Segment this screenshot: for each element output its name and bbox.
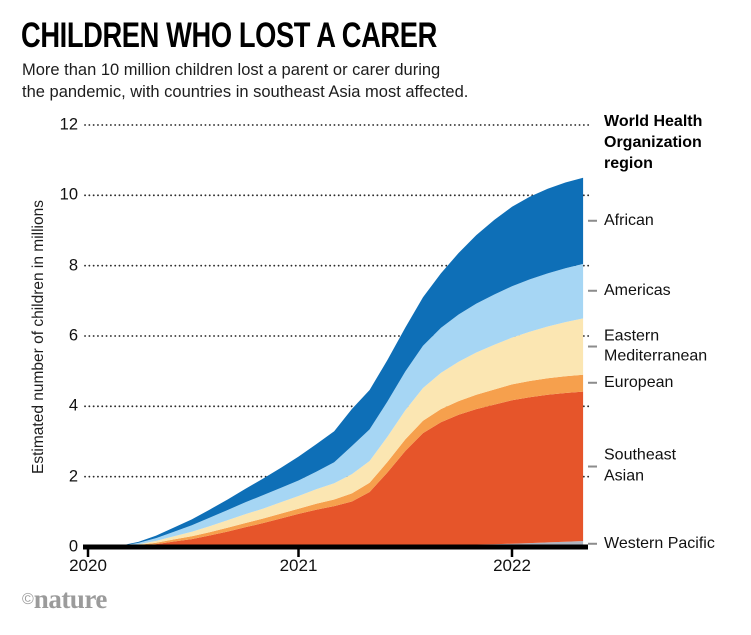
legend-dash-icon: [588, 465, 597, 468]
legend-title: World Health Organization region: [604, 113, 703, 172]
legend-label: Western Pacific: [604, 534, 715, 552]
y-tick-label-4: 4: [68, 396, 78, 415]
area-european: [85, 374, 584, 547]
legend-item-western-pacific: Western Pacific: [588, 534, 715, 554]
chart-subtitle: More than 10 million children lost a par…: [22, 61, 469, 101]
y-tick-label-2: 2: [68, 467, 78, 486]
legend-label: Americas: [604, 281, 671, 299]
legend-item-eastern-mediterranean: Eastern Mediterranean: [588, 326, 707, 367]
area-african: [85, 177, 584, 547]
legend-dash-icon: [588, 219, 597, 222]
nature-logo: ©nature: [22, 584, 107, 615]
legend-dash-icon: [588, 345, 597, 348]
area-eastern-mediterranean: [85, 318, 584, 547]
y-tick-label-8: 8: [68, 256, 78, 275]
legend-dash-icon: [588, 382, 597, 385]
nature-wordmark: nature: [33, 584, 108, 614]
area-southeast-asian: [85, 391, 584, 547]
legend-label: African: [604, 211, 654, 229]
x-tick-label-2021: 2021: [279, 556, 318, 575]
legend-item-african: African: [588, 211, 654, 231]
y-tick-label-6: 6: [68, 326, 78, 345]
x-tick-label-2020: 2020: [69, 556, 107, 575]
y-tick-label-10: 10: [59, 185, 78, 204]
area-americas: [85, 263, 584, 547]
legend-dash-icon: [588, 543, 597, 545]
legend-label: Eastern Mediterranean: [604, 327, 708, 365]
legend-item-southeast-asian: Southeast Asian: [588, 446, 676, 487]
y-tick-label-0: 0: [68, 537, 78, 556]
y-tick-label-12: 12: [59, 115, 78, 134]
x-tick-label-2022: 2022: [493, 556, 531, 575]
legend-item-americas: Americas: [588, 281, 671, 301]
legend-label: European: [604, 373, 674, 391]
chart-title: CHILDREN WHO LOST A CARER: [21, 16, 437, 55]
legend-dash-icon: [588, 290, 597, 293]
legend-item-european: European: [588, 373, 673, 393]
copyright-icon: ©: [22, 591, 34, 608]
legend-label: Southeast Asian: [604, 446, 677, 485]
